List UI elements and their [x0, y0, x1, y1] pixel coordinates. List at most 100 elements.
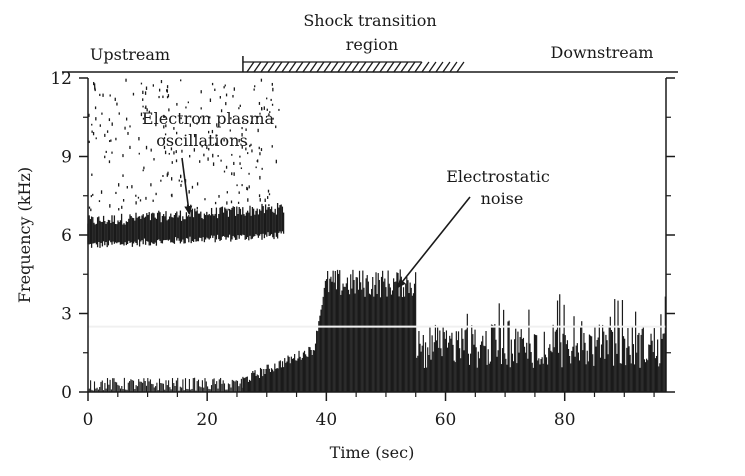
speckle [162, 175, 164, 177]
speckle [170, 194, 173, 197]
speckle [100, 190, 103, 194]
speckle [118, 112, 120, 115]
speckle [220, 159, 222, 162]
speckle [245, 128, 247, 131]
speckle [266, 108, 268, 111]
speckle [275, 159, 277, 164]
x-tick-label: 20 [196, 410, 218, 430]
speckle [158, 88, 161, 92]
speckle [240, 167, 243, 170]
speckle [122, 174, 124, 177]
speckle [145, 196, 147, 200]
spectrogram-marks [87, 78, 666, 392]
y-tick-label: 12 [50, 69, 72, 89]
hatch-stroke [281, 61, 290, 73]
hatch-stroke [358, 61, 367, 73]
speckle [190, 204, 192, 209]
annotation-noise-arrow [397, 196, 471, 289]
speckle [148, 110, 151, 113]
speckle [250, 143, 252, 146]
y-tick-label: 9 [61, 148, 72, 168]
hatch-stroke [351, 61, 360, 73]
speckle [168, 108, 170, 112]
speckle [91, 130, 93, 133]
speckle [90, 208, 92, 212]
speckle [92, 131, 95, 136]
speckle [122, 154, 124, 158]
x-tick-label: 80 [554, 410, 576, 430]
speckle [160, 80, 163, 84]
annotation-electron-label: oscillations [156, 131, 247, 150]
speckle [104, 155, 106, 159]
speckle [126, 185, 128, 189]
speckle [155, 123, 157, 127]
speckle [206, 146, 208, 150]
speckle [223, 170, 226, 173]
speckle [153, 158, 155, 161]
speckle [165, 124, 167, 128]
speckle [207, 157, 209, 161]
speckle [233, 161, 235, 166]
speckle [269, 111, 271, 113]
speckle [271, 82, 273, 86]
speckle [142, 90, 144, 95]
speckle [214, 88, 216, 92]
speckle [115, 191, 117, 195]
speckle [164, 150, 167, 155]
speckle [109, 94, 111, 97]
speckle [137, 196, 140, 199]
region-downstream-label: Downstream [551, 43, 654, 62]
speckle [179, 174, 182, 177]
speckle [257, 159, 259, 163]
annotations: Electron plasma oscillations Electrostatic… [142, 109, 550, 289]
speckle [259, 175, 261, 180]
speckle [258, 146, 260, 150]
speckle [185, 106, 187, 109]
hatch-stroke [379, 61, 388, 73]
axes: 0 20 40 60 80 0 3 6 9 12 Time (sec) Frequency (kHz) [15, 69, 675, 462]
speckle [212, 162, 215, 166]
hatch-stroke [442, 61, 451, 73]
speckle [178, 179, 180, 182]
speckle [258, 101, 261, 105]
speckle [166, 173, 168, 177]
speckle [223, 138, 225, 142]
speckle [144, 114, 146, 118]
hatch-stroke [365, 61, 374, 73]
speckle [229, 129, 231, 132]
speckle [268, 113, 270, 117]
speckle [270, 98, 272, 101]
speckle [167, 94, 170, 98]
speckle [116, 102, 118, 106]
speckle [98, 200, 101, 203]
speckle [188, 190, 190, 194]
speckle [272, 117, 274, 120]
speckle [200, 90, 202, 94]
speckle [209, 98, 212, 102]
speckle [241, 127, 243, 130]
speckle [236, 184, 238, 187]
speckle [180, 183, 182, 187]
speckle [181, 149, 183, 153]
hatch-stroke [330, 61, 339, 73]
speckle [271, 145, 273, 148]
speckle [132, 92, 135, 96]
speckle [110, 139, 112, 142]
hatch-stroke [372, 61, 381, 73]
speckle [245, 143, 248, 146]
speckle [127, 131, 129, 135]
speckle [271, 103, 274, 106]
speckle [207, 130, 210, 134]
speckle [201, 145, 203, 148]
speckle [231, 153, 233, 156]
speckle [232, 94, 234, 98]
speckle [131, 185, 133, 189]
speckle [264, 198, 266, 203]
speckle [122, 199, 125, 202]
speckle [171, 161, 173, 164]
speckle [238, 191, 240, 194]
hatch-stroke [407, 61, 416, 73]
speckle [247, 152, 249, 155]
speckle [140, 82, 143, 85]
speckle [225, 102, 227, 106]
